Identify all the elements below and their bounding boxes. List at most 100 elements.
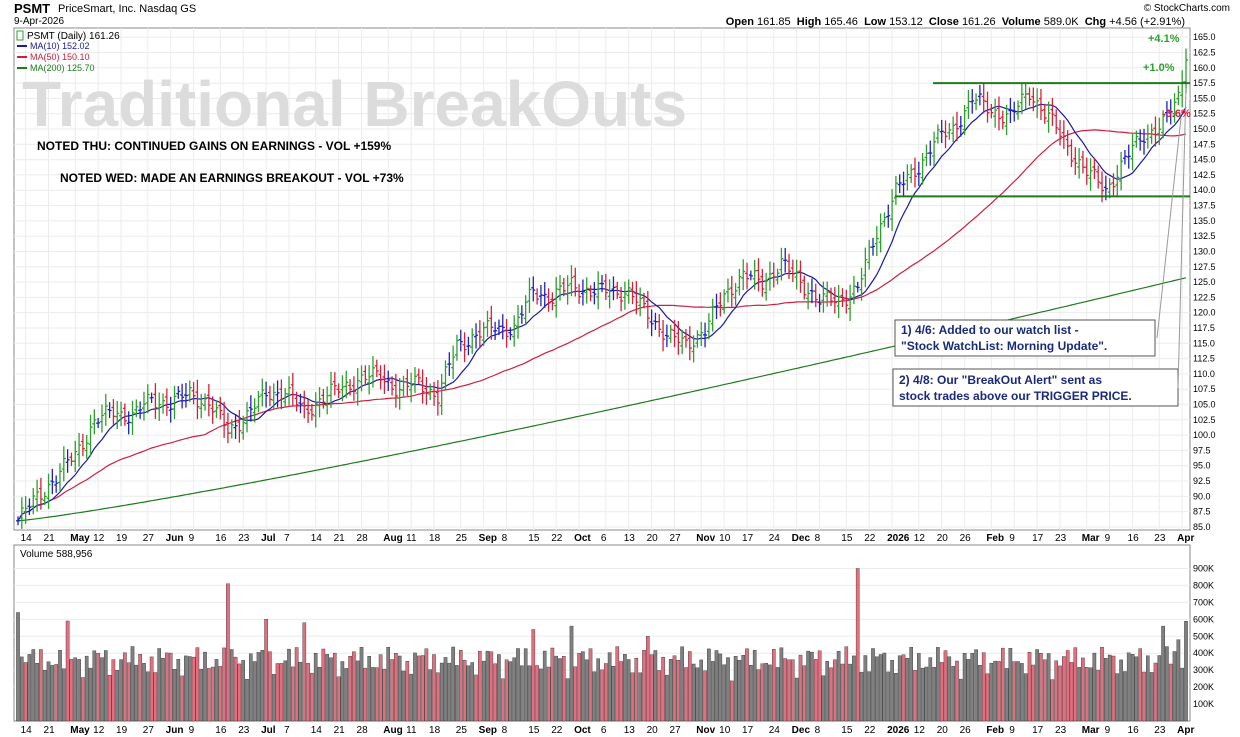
volume-bar: [577, 653, 581, 722]
price-bar: [725, 278, 730, 303]
high-value: 165.46: [824, 16, 858, 28]
price-bar: [989, 104, 994, 119]
price-bar: [191, 382, 196, 405]
volume-bar: [248, 653, 253, 722]
volume-bar: [836, 651, 841, 722]
x-tick-label-volume: 11: [406, 725, 417, 736]
x-tick-label: Jun: [166, 533, 184, 544]
volume-bar: [115, 670, 119, 722]
price-bar: [27, 498, 32, 516]
volume-bar: [798, 654, 803, 722]
volume-bar: [1027, 652, 1032, 722]
volume-bar: [69, 659, 74, 722]
y-tick-label: 152.5: [1193, 109, 1216, 119]
price-bar: [874, 226, 879, 257]
callout-breakout-line1: 2) 4/8: Our "BreakOut Alert" sent as: [899, 373, 1102, 387]
volume-bar: [943, 650, 948, 722]
copyright: © StockCharts.com: [1143, 3, 1230, 14]
price-bar: [752, 259, 757, 290]
price-bar: [993, 98, 998, 128]
price-bar: [672, 319, 677, 348]
volume-bar: [1168, 663, 1173, 722]
price-bar: [710, 298, 715, 332]
volume-bar: [92, 650, 97, 722]
volume-bar: [329, 657, 333, 722]
x-tick-label-volume: 23: [238, 725, 250, 736]
price-bar: [886, 204, 891, 228]
x-tick-label: 16: [215, 533, 227, 544]
x-tick-label-volume: 27: [670, 725, 682, 736]
volume-bar: [1111, 655, 1116, 722]
volume-bar: [1012, 661, 1016, 722]
legend: PSMT (Daily) 161.26 MA(10) 152.02 MA(50)…: [16, 30, 120, 73]
price-bar: [542, 282, 547, 308]
price-bar: [77, 432, 82, 467]
price-bar: [115, 400, 120, 430]
y-tick-label: 115.0: [1193, 338, 1215, 348]
price-bar: [1176, 85, 1181, 106]
x-tick-label: 17: [742, 533, 754, 544]
price-bar: [699, 321, 704, 346]
vol-tick-label: 900K: [1193, 563, 1214, 573]
price-bar: [46, 473, 51, 509]
price-bar: [38, 477, 43, 510]
x-tick-label: Jul: [261, 533, 276, 544]
price-bar: [729, 275, 734, 307]
volume-bar: [909, 647, 913, 722]
x-tick-label: 14: [21, 533, 33, 544]
volume-bar: [474, 674, 478, 722]
chg-label: Chg: [1084, 16, 1107, 28]
price-bar: [569, 265, 574, 297]
volume-bar: [859, 671, 864, 722]
x-tick-label: Mar: [1082, 533, 1100, 544]
high-label: High: [796, 16, 822, 28]
volume-value: 589.0K: [1043, 16, 1079, 28]
price-bar: [359, 365, 364, 392]
volume-bar: [1061, 656, 1066, 722]
volume-bar: [325, 654, 330, 722]
volume-bar: [20, 656, 24, 722]
price-bar: [1019, 82, 1024, 115]
x-tick-label: 20: [647, 533, 659, 544]
price-bar: [970, 88, 975, 114]
price-bar: [466, 336, 471, 356]
volume-bar: [920, 667, 925, 722]
volume-bar: [985, 673, 990, 722]
volume-bar: [1130, 654, 1135, 722]
volume-bar: [428, 669, 433, 722]
x-tick-label-volume: 22: [864, 725, 876, 736]
x-tick-label-volume: 27: [143, 725, 155, 736]
price-bar: [1126, 144, 1131, 169]
x-tick-label-volume: 8: [502, 725, 508, 736]
price-bar: [519, 305, 524, 324]
volume-bar: [359, 647, 364, 722]
price-bar: [435, 380, 440, 416]
volume-bar: [970, 653, 974, 722]
price-bar: [771, 262, 776, 288]
price-bar: [996, 96, 1001, 131]
volume-bar: [764, 663, 768, 722]
volume-bar: [512, 657, 516, 722]
volume-bar: [558, 658, 562, 722]
volume-bar: [1145, 655, 1150, 722]
callout-watchlist-pointer: [1156, 117, 1182, 339]
price-bar: [676, 321, 681, 355]
price-bar: [641, 292, 646, 309]
x-tick-label: 23: [1055, 533, 1067, 544]
volume-bar: [149, 656, 154, 722]
price-bar: [1180, 70, 1185, 108]
volume-bar: [508, 661, 513, 722]
price-bar: [867, 239, 872, 270]
price-bar: [683, 328, 688, 348]
price-bar: [260, 378, 265, 407]
volume-bar: [447, 662, 452, 722]
volume-bar: [1050, 679, 1055, 722]
volume-bar: [54, 664, 58, 722]
price-bar: [787, 253, 792, 279]
volume-bar: [917, 653, 921, 722]
price-bar: [1134, 130, 1139, 148]
price-bar: [661, 319, 666, 352]
price-bar: [584, 277, 589, 304]
y-tick-label: 97.5: [1193, 445, 1211, 455]
legend-ma10: MA(10) 152.02: [30, 41, 90, 51]
